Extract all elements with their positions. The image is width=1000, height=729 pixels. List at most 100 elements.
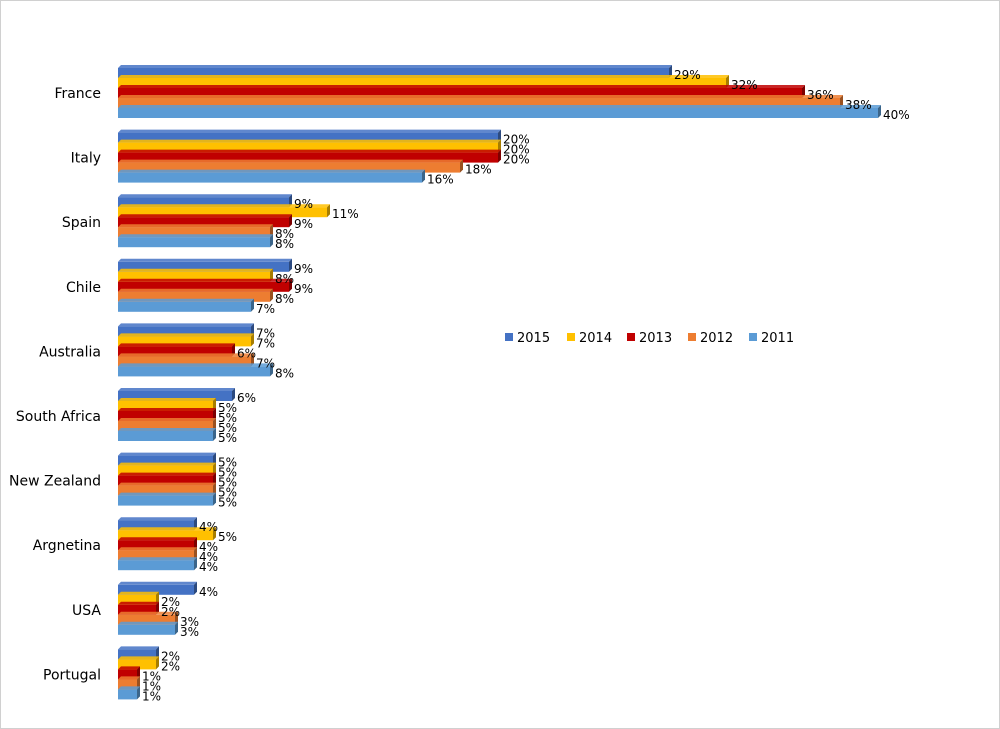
bar-side-face <box>251 333 254 347</box>
data-label: 8% <box>275 292 294 306</box>
bar-side-face <box>270 268 273 282</box>
bar-top-face <box>118 149 501 153</box>
bar-top-face <box>118 656 159 660</box>
bar-top-face <box>118 676 140 680</box>
data-label: 36% <box>807 88 834 102</box>
data-label: 29% <box>674 68 701 82</box>
data-label: 5% <box>218 486 237 500</box>
bar-side-face <box>232 343 235 357</box>
bar-side-face <box>498 129 501 143</box>
bar-top-face <box>118 472 216 476</box>
bar-top-face <box>118 482 216 486</box>
bar-2011-new-zealand <box>118 495 213 506</box>
bar-top-face <box>118 621 178 625</box>
bar-2015-italy <box>118 132 498 143</box>
legend-label: 2015 <box>517 331 550 346</box>
bar-side-face <box>422 169 425 183</box>
bar-side-face <box>878 105 881 118</box>
bar-side-face <box>251 353 254 367</box>
bar-2015-france <box>118 68 669 78</box>
data-label: 2% <box>161 595 180 609</box>
bar-side-face <box>289 194 292 208</box>
legend-label: 2011 <box>761 331 794 346</box>
bar-2011-portugal <box>118 689 137 700</box>
bar-top-face <box>118 408 216 411</box>
legend-label: 2013 <box>639 331 672 346</box>
bar-2012-south-africa <box>118 421 213 431</box>
data-label: 3% <box>180 625 199 639</box>
bar-top-face <box>118 214 292 218</box>
bar-top-face <box>118 288 273 292</box>
bar-2011-italy <box>118 172 422 183</box>
bar-2014-chile <box>118 271 270 282</box>
legend-swatch <box>567 333 575 341</box>
bar-top-face <box>118 517 197 521</box>
bar-top-face <box>118 611 178 615</box>
bar-2012-portugal <box>118 679 137 690</box>
bar-top-face <box>118 85 805 88</box>
bar-2013-portugal <box>118 669 137 680</box>
data-label: 38% <box>845 98 872 112</box>
data-label: 4% <box>199 560 218 574</box>
bar-side-face <box>175 621 178 635</box>
bar-side-face <box>213 418 216 431</box>
bar-top-face <box>118 105 881 108</box>
category-label: Argnetina <box>33 538 101 554</box>
bar-side-face <box>498 139 501 153</box>
bar-side-face <box>156 591 159 605</box>
data-label: 20% <box>503 133 530 147</box>
category-label: France <box>54 86 101 102</box>
data-label: 6% <box>237 391 256 405</box>
bar-side-face <box>213 527 216 541</box>
bar-top-face <box>118 343 235 347</box>
bar-2013-australia <box>118 346 232 357</box>
bar-side-face <box>213 398 216 411</box>
labels-layer: France29%32%36%38%40%Italy20%20%20%18%16… <box>9 68 910 703</box>
category-label: New Zealand <box>9 474 101 490</box>
bar-side-face <box>213 482 216 496</box>
bar-top-face <box>118 129 501 133</box>
data-label: 8% <box>275 227 294 241</box>
bar-side-face <box>270 288 273 302</box>
bar-2015-usa <box>118 584 194 595</box>
category-label: Italy <box>71 151 101 167</box>
bar-side-face <box>232 388 235 401</box>
bar-2013-italy <box>118 152 498 163</box>
bar-top-face <box>118 666 140 670</box>
bar-side-face <box>802 85 805 98</box>
bar-2014-australia <box>118 336 251 347</box>
bar-side-face <box>213 462 216 476</box>
data-label: 5% <box>218 530 237 544</box>
bar-side-face <box>327 204 330 218</box>
data-label: 3% <box>180 615 199 629</box>
data-label: 2% <box>161 649 180 663</box>
bar-side-face <box>194 517 197 531</box>
bar-top-face <box>118 204 330 208</box>
data-label: 2% <box>161 605 180 619</box>
bar-2011-argnetina <box>118 560 194 571</box>
legend-swatch <box>749 333 757 341</box>
legend-swatch <box>505 333 513 341</box>
bar-top-face <box>118 547 197 551</box>
bar-top-face <box>118 591 159 595</box>
data-label: 5% <box>218 421 237 435</box>
bar-2012-spain <box>118 227 270 238</box>
data-label: 1% <box>142 689 161 703</box>
data-label: 4% <box>199 550 218 564</box>
data-label: 16% <box>427 173 454 187</box>
bar-side-face <box>460 159 463 173</box>
bar-side-face <box>194 537 197 551</box>
bar-side-face <box>175 611 178 625</box>
bar-2015-south-africa <box>118 391 232 401</box>
data-label: 8% <box>275 366 294 380</box>
bar-2014-south-africa <box>118 401 213 411</box>
bar-2011-france <box>118 108 878 118</box>
bar-top-face <box>118 159 463 163</box>
bar-2012-france <box>118 98 840 108</box>
bar-2012-chile <box>118 291 270 302</box>
bar-top-face <box>118 258 292 262</box>
bar-2014-usa <box>118 594 156 605</box>
legend-label: 2014 <box>579 331 612 346</box>
data-label: 7% <box>256 356 275 370</box>
bar-2011-usa <box>118 624 175 635</box>
